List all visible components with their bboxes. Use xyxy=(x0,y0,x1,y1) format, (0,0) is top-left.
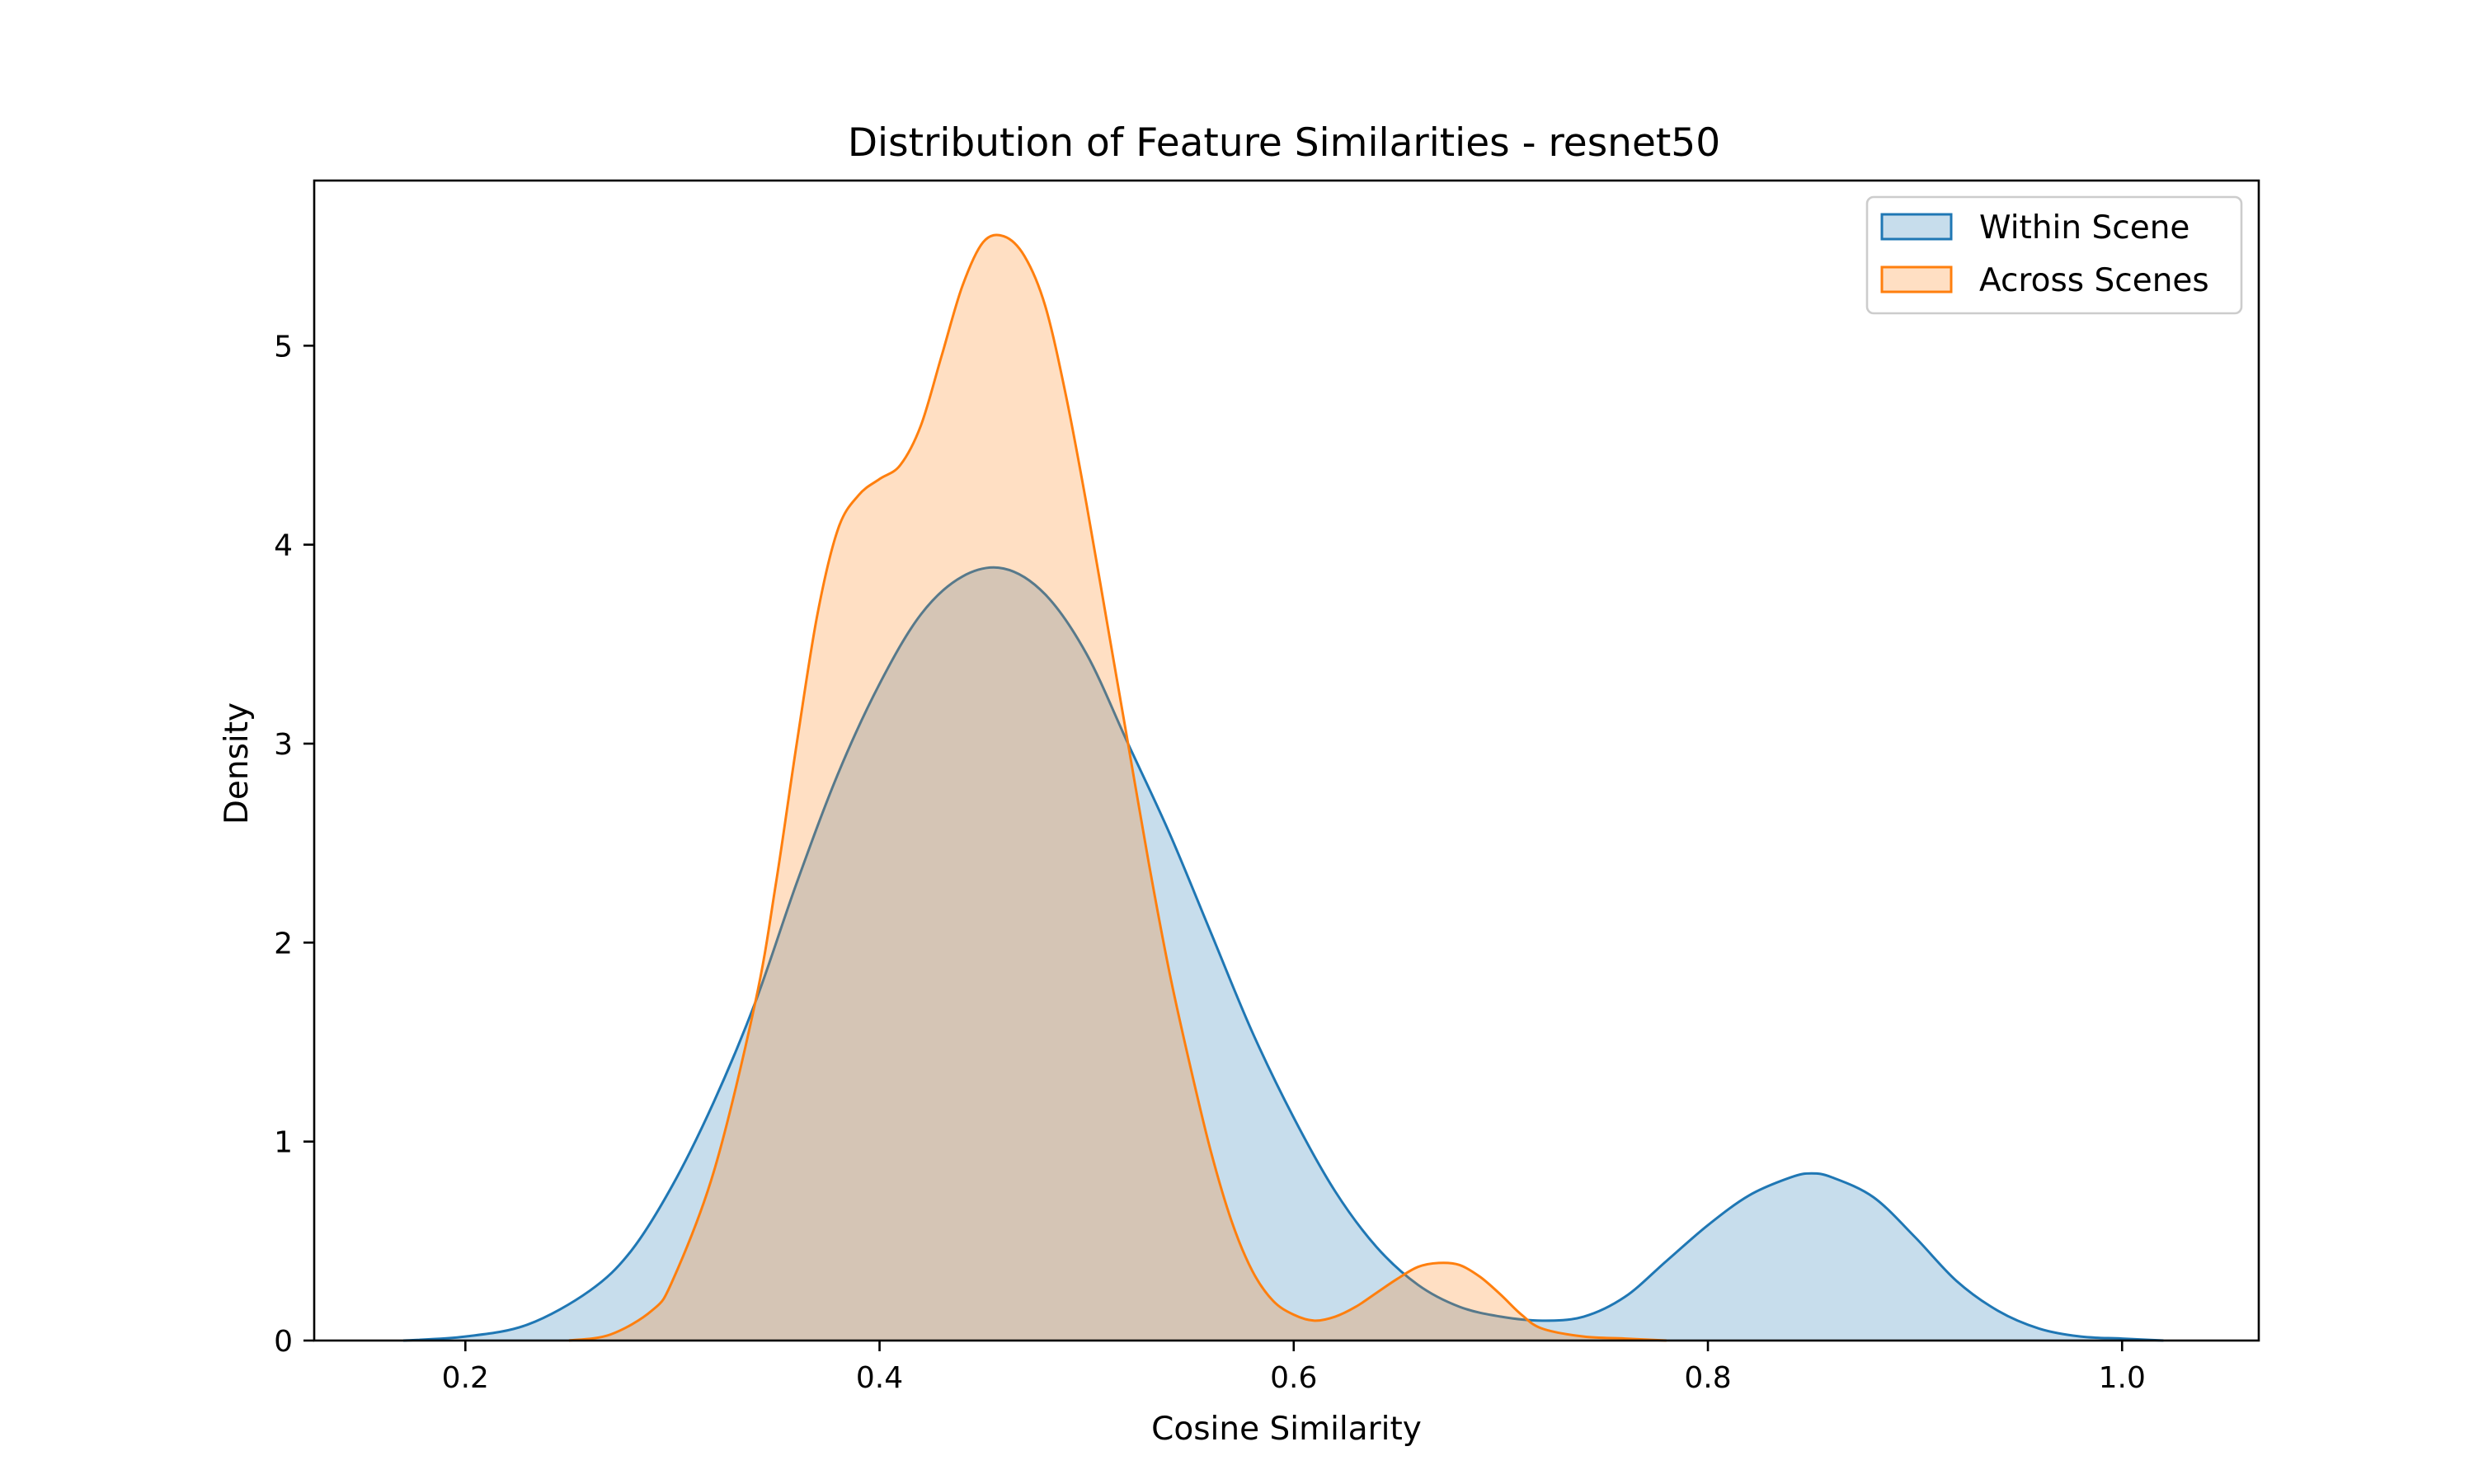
y-tick-label: 0 xyxy=(274,1325,293,1359)
y-axis-label: Density xyxy=(219,702,256,824)
y-axis: 0 1 2 3 4 5 xyxy=(274,330,314,1359)
y-tick-label: 2 xyxy=(274,927,293,960)
x-tick-label: 0.4 xyxy=(856,1361,903,1395)
legend: Within Scene Across Scenes xyxy=(1865,195,2243,315)
x-tick-label: 0.8 xyxy=(1684,1361,1731,1395)
legend-swatch-within-scene xyxy=(1880,213,1953,241)
legend-label-across-scenes: Across Scenes xyxy=(1979,262,2209,299)
density-line-across-scenes xyxy=(568,233,1667,1342)
x-axis-label: Cosine Similarity xyxy=(1151,1411,1422,1448)
y-tick-label: 4 xyxy=(274,529,293,563)
y-tick-label: 1 xyxy=(274,1126,293,1160)
x-axis: 0.2 0.4 0.6 0.8 1.0 xyxy=(442,1341,2146,1395)
area-fill-across-scenes xyxy=(568,234,1667,1341)
legend-label-within-scene: Within Scene xyxy=(1979,209,2189,247)
y-tick-label: 5 xyxy=(274,330,293,364)
chart-title: Distribution of Feature Similarities - r… xyxy=(848,120,1720,166)
plot-frame xyxy=(313,179,2260,1342)
x-tick-label: 0.6 xyxy=(1270,1361,1317,1395)
density-line-within-scene xyxy=(402,566,2164,1342)
x-tick-label: 1.0 xyxy=(2099,1361,2146,1395)
legend-frame xyxy=(1865,195,2243,315)
series-layer xyxy=(402,233,2164,1342)
area-fill-within-scene xyxy=(402,567,2164,1341)
y-tick-label: 3 xyxy=(274,728,293,762)
legend-swatch-across-scenes xyxy=(1880,265,1953,294)
x-tick-label: 0.2 xyxy=(442,1361,489,1395)
